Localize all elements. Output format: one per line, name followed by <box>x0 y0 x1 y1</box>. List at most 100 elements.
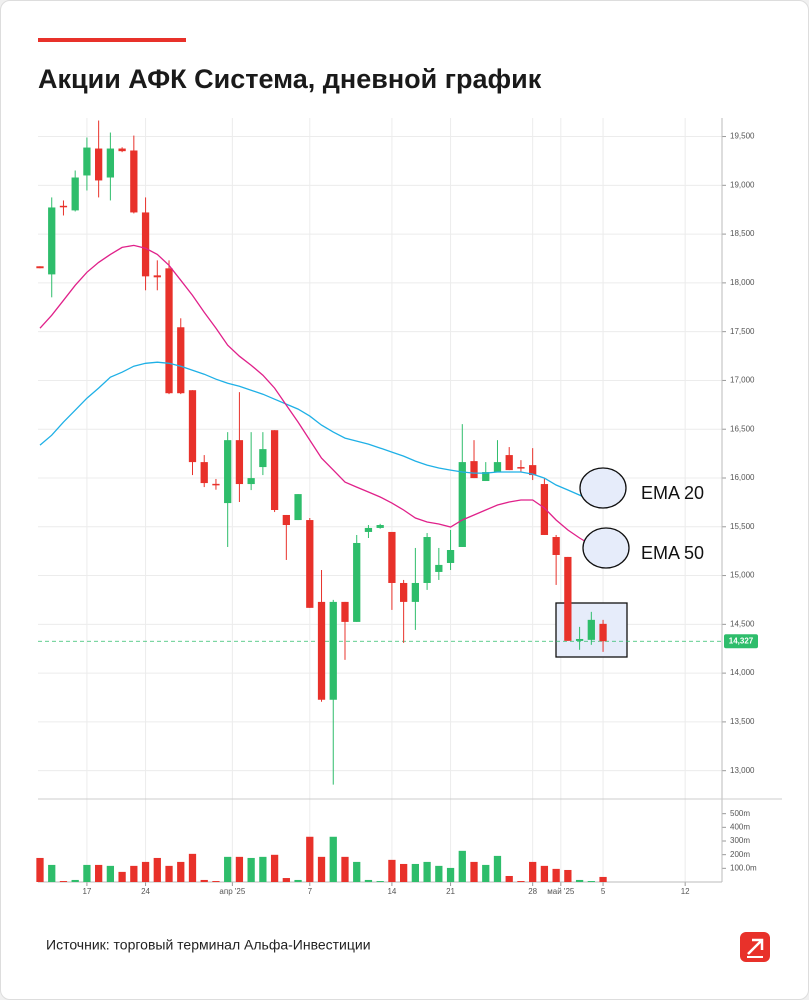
volume-bar <box>470 861 478 882</box>
volume-bar <box>282 878 290 882</box>
candle-body <box>282 514 290 526</box>
x-tick-label: 7 <box>308 887 313 896</box>
candle-body <box>259 449 267 468</box>
volume-bar <box>317 856 326 882</box>
candle-body <box>165 268 173 394</box>
volume-bar <box>141 861 150 882</box>
x-tick-label: апр '25 <box>219 887 245 896</box>
source: Источник: торговый терминал Альфа-Инвест… <box>46 937 371 953</box>
volume-bar <box>400 863 408 882</box>
volume-bar <box>200 879 208 882</box>
candle-body <box>59 205 68 208</box>
series-label: EMA 20 <box>641 483 704 503</box>
volume-bar <box>48 864 56 882</box>
candle-body <box>575 638 584 641</box>
volume-bar <box>224 856 232 882</box>
candle-body <box>177 327 185 394</box>
volume-bar <box>458 850 466 882</box>
candle-body <box>153 275 161 278</box>
y-tick-label: 13,000 <box>730 766 755 775</box>
volume-bar <box>446 867 455 882</box>
volume-bar <box>306 836 314 882</box>
candle-body <box>423 537 431 583</box>
volume-bar <box>153 857 161 882</box>
last-price-label: 14,327 <box>729 636 754 645</box>
volume-bar <box>575 879 584 882</box>
volume-tick-label: 500m <box>730 809 750 818</box>
volume-bar <box>83 864 91 882</box>
volume-bar <box>505 875 513 882</box>
accent-bar <box>38 38 186 42</box>
candle-body <box>36 266 44 269</box>
volume-bar <box>599 876 607 882</box>
y-tick-label: 17,500 <box>730 327 755 336</box>
candle-body <box>294 494 302 521</box>
volume-bar <box>388 859 396 882</box>
candle-body <box>564 556 572 641</box>
candle-body <box>493 462 502 473</box>
candle-body <box>470 461 478 479</box>
candle-body <box>400 582 408 602</box>
logo <box>740 932 770 962</box>
volume-tick-label: 400m <box>730 822 750 831</box>
candle-body <box>540 484 549 535</box>
candle-body <box>83 147 91 176</box>
x-tick-label: 21 <box>446 887 455 896</box>
candle-body <box>212 483 220 486</box>
x-tick-label: 14 <box>387 887 396 896</box>
volume-bar <box>165 865 173 882</box>
volume-bar <box>247 857 255 882</box>
series-label: EMA 50 <box>641 543 704 563</box>
candle-body <box>48 207 56 275</box>
volume-bar <box>270 854 279 882</box>
candle-body <box>130 150 138 213</box>
candle-body <box>317 601 326 700</box>
volume-bar <box>59 881 68 882</box>
volume-bar <box>353 861 361 882</box>
volume-bar <box>341 856 349 882</box>
volume-bar <box>529 861 537 882</box>
candle-body <box>247 478 255 485</box>
volume-bar <box>177 861 185 882</box>
x-tick-label: 17 <box>82 887 91 896</box>
volume-bar <box>435 865 443 882</box>
volume-bar <box>564 869 572 882</box>
volume-bar <box>36 857 44 882</box>
candle-body <box>224 440 232 504</box>
volume-bar <box>482 864 490 882</box>
y-tick-label: 14,000 <box>730 668 755 677</box>
candle-body <box>364 527 373 532</box>
candle-body <box>435 564 443 572</box>
volume-bar <box>118 871 126 882</box>
candle-body <box>306 520 314 608</box>
label-ellipse <box>582 527 630 569</box>
candle-body <box>482 472 490 482</box>
volume-tick-label: 200m <box>730 850 750 859</box>
volume-bar <box>423 861 431 882</box>
candle-body <box>552 537 560 555</box>
volume-bar <box>540 865 549 882</box>
candle-body <box>95 148 103 181</box>
volume-bar <box>106 865 115 882</box>
chart-title: Акции АФК Система, дневной график <box>38 64 542 94</box>
volume-tick-label: 300m <box>730 836 750 845</box>
volume-bar <box>376 881 384 882</box>
last-price-box <box>724 634 758 649</box>
volume-bar <box>411 863 420 882</box>
candle-body <box>235 440 244 485</box>
volume-bar <box>587 881 595 882</box>
volume-bar <box>552 868 560 882</box>
candle-body <box>118 148 126 152</box>
y-tick-label: 18,000 <box>730 278 755 287</box>
y-tick-label: 17,000 <box>730 376 755 385</box>
x-tick-label: 24 <box>141 887 150 896</box>
candle-body <box>353 542 361 622</box>
volume-bar <box>212 881 220 882</box>
x-tick-label: май '25 <box>547 887 575 896</box>
candle-body <box>505 455 513 471</box>
volume-bar <box>259 856 267 882</box>
volume-bar <box>493 855 502 882</box>
candle-body <box>329 601 337 700</box>
y-tick-label: 19,500 <box>730 132 755 141</box>
x-tick-label: 12 <box>681 887 690 896</box>
